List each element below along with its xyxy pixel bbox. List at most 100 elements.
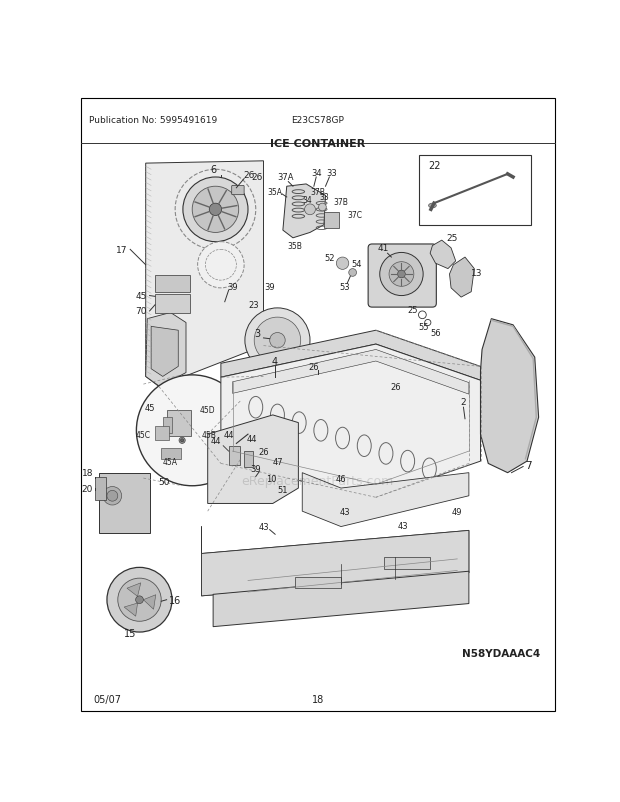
Text: 45C: 45C <box>136 430 151 439</box>
Bar <box>229 446 241 465</box>
Text: 33: 33 <box>319 193 329 202</box>
Text: 26: 26 <box>309 363 319 371</box>
Text: 37B: 37B <box>311 188 325 196</box>
Text: 10: 10 <box>266 475 277 484</box>
Polygon shape <box>151 327 179 377</box>
Text: 17: 17 <box>116 245 128 254</box>
Text: 45A: 45A <box>163 457 178 466</box>
Bar <box>418 156 531 225</box>
Text: 2: 2 <box>461 398 466 407</box>
Text: 45: 45 <box>135 292 147 301</box>
Text: 7: 7 <box>525 460 532 471</box>
Text: 44: 44 <box>247 434 257 443</box>
Text: 46: 46 <box>335 475 347 484</box>
Polygon shape <box>202 531 469 596</box>
Polygon shape <box>213 572 469 627</box>
Text: 22: 22 <box>428 161 440 171</box>
Text: 39: 39 <box>250 464 261 474</box>
Text: 37B: 37B <box>334 198 348 207</box>
Circle shape <box>107 491 118 501</box>
Circle shape <box>319 204 326 212</box>
Text: 41: 41 <box>378 244 389 253</box>
Text: 47: 47 <box>272 457 283 466</box>
Circle shape <box>180 439 184 443</box>
Text: 6: 6 <box>210 165 216 175</box>
Text: 3: 3 <box>254 328 260 338</box>
Bar <box>155 294 190 314</box>
Circle shape <box>254 318 301 364</box>
Text: 13: 13 <box>471 269 482 277</box>
Text: 43: 43 <box>397 520 409 530</box>
Bar <box>162 418 172 433</box>
Text: 37C: 37C <box>347 211 362 220</box>
Circle shape <box>270 333 285 349</box>
Bar <box>161 448 180 460</box>
Text: 23: 23 <box>249 301 260 310</box>
Bar <box>384 557 430 569</box>
Text: 45: 45 <box>144 403 155 412</box>
Text: 52: 52 <box>324 253 335 262</box>
Text: 37A: 37A <box>277 173 293 182</box>
Text: 33: 33 <box>326 168 337 177</box>
Circle shape <box>107 568 172 632</box>
Text: 20: 20 <box>82 484 93 493</box>
Text: 15: 15 <box>124 628 136 638</box>
Text: 25: 25 <box>407 306 417 314</box>
Circle shape <box>183 178 248 242</box>
Polygon shape <box>143 595 156 610</box>
Circle shape <box>304 205 316 216</box>
Circle shape <box>397 271 405 278</box>
Text: N58YDAAAC4: N58YDAAAC4 <box>462 648 540 658</box>
Bar <box>99 473 149 533</box>
Text: 25: 25 <box>446 234 458 243</box>
Circle shape <box>198 242 244 289</box>
Bar <box>244 452 254 467</box>
Circle shape <box>336 257 348 270</box>
Polygon shape <box>430 241 456 269</box>
Polygon shape <box>127 583 141 597</box>
Circle shape <box>179 438 185 444</box>
Polygon shape <box>221 345 480 498</box>
Text: 39: 39 <box>264 282 275 291</box>
Text: 53: 53 <box>340 282 350 291</box>
Circle shape <box>348 269 356 277</box>
FancyBboxPatch shape <box>368 245 436 308</box>
Text: 18: 18 <box>312 695 324 704</box>
Text: 45D: 45D <box>200 406 216 415</box>
Text: 26: 26 <box>390 383 401 391</box>
Text: 35B: 35B <box>287 241 302 251</box>
Text: 51: 51 <box>278 485 288 495</box>
Text: 34: 34 <box>311 168 322 177</box>
Text: Publication No: 5995491619: Publication No: 5995491619 <box>89 115 218 124</box>
Text: 34: 34 <box>303 196 312 205</box>
Ellipse shape <box>428 204 436 209</box>
Circle shape <box>136 375 248 486</box>
Polygon shape <box>208 415 298 504</box>
Text: 56: 56 <box>430 329 441 338</box>
FancyBboxPatch shape <box>232 186 244 196</box>
Text: 26: 26 <box>258 447 269 456</box>
Text: 16: 16 <box>169 595 181 605</box>
Polygon shape <box>146 162 264 387</box>
Text: 49: 49 <box>452 507 463 516</box>
Circle shape <box>245 309 310 373</box>
Circle shape <box>136 596 143 604</box>
Polygon shape <box>146 313 186 387</box>
Circle shape <box>210 204 222 217</box>
Text: 4: 4 <box>272 357 278 367</box>
Polygon shape <box>283 184 326 238</box>
Polygon shape <box>303 473 469 527</box>
Bar <box>94 477 106 500</box>
Bar <box>167 410 191 437</box>
Circle shape <box>118 578 161 622</box>
Polygon shape <box>450 257 474 298</box>
Text: 39: 39 <box>227 282 238 291</box>
Bar <box>294 577 341 589</box>
Text: 26: 26 <box>252 172 263 181</box>
Text: E23CS78GP: E23CS78GP <box>291 115 344 124</box>
Text: 44: 44 <box>223 430 234 439</box>
Text: 26: 26 <box>243 171 254 180</box>
Text: 55: 55 <box>418 322 429 331</box>
Polygon shape <box>124 603 138 617</box>
Polygon shape <box>221 330 480 381</box>
